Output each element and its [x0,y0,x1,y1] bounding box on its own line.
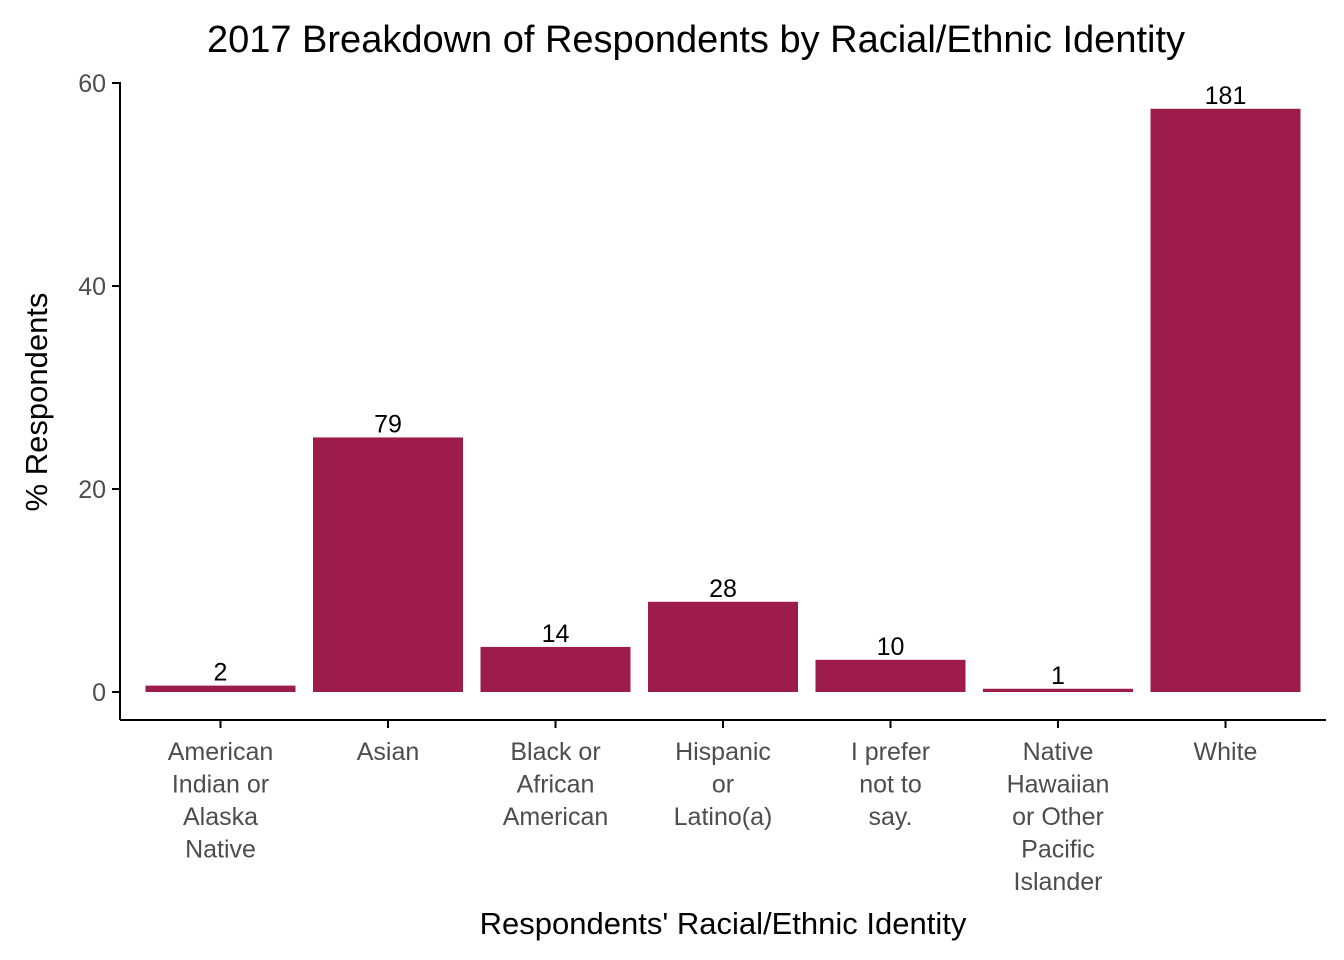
x-axis-title: Respondents' Racial/Ethnic Identity [480,906,967,941]
x-tick-label: Black or African American [503,738,609,831]
x-tick-label-line: Hispanic [675,738,771,766]
y-tick-label: 60 [78,70,106,98]
x-tick-label: White [1194,738,1258,766]
x-tick-label-line: or [712,771,734,799]
bar [480,646,631,692]
x-tick-label-line: not to [859,771,922,799]
x-tick-label: Asian [357,738,420,766]
bar [145,685,296,692]
bar [1150,108,1301,692]
x-tick-label-line: African [517,771,595,799]
x-tick-label-line: American [503,803,609,831]
bars: 2 79 14 28 10 1 181 [145,82,1301,692]
bar [815,659,966,692]
y-tick-label: 20 [78,476,106,504]
x-tick-label-line: Black or [510,738,600,766]
x-tick-label: American Indian or Alaska Native [168,738,274,864]
y-tick-label: 40 [78,273,106,301]
bar-data-label: 181 [1205,82,1247,110]
x-tick-label-line: Indian or [172,771,269,799]
x-tick-label-line: Native [1023,738,1094,766]
bar-data-label: 28 [709,575,737,603]
x-tick-label-line: Islander [1014,868,1103,896]
bar-data-label: 2 [214,659,228,687]
bar-data-label: 1 [1051,662,1065,690]
x-tick-label-line: or Other [1012,803,1104,831]
x-tick-label-line: say. [869,803,913,831]
y-axis: 0 20 40 60 [78,70,120,707]
x-tick-label-line: Alaska [183,803,258,831]
x-tick-label-line: American [168,738,274,766]
x-tick-label: I prefer not to say. [851,738,930,831]
x-tick-label-line: Latino(a) [674,803,773,831]
x-tick-label-line: White [1194,738,1258,766]
y-tick-label: 0 [92,679,106,707]
bar [648,601,798,692]
x-tick-label-line: I prefer [851,738,930,766]
bar [983,688,1133,692]
x-tick-label-line: Pacific [1021,836,1095,864]
chart-title: 2017 Breakdown of Respondents by Racial/… [207,19,1185,61]
x-tick-label-line: Hawaiian [1007,771,1110,799]
x-tick-label-line: Native [185,836,256,864]
bar [313,437,463,692]
bar-data-label: 10 [877,633,905,661]
x-tick-label: Hispanic or Latino(a) [674,738,773,831]
x-tick-label-line: Asian [357,738,420,766]
x-tick-label: Native Hawaiian or Other Pacific Islander [1007,738,1110,896]
bar-data-label: 79 [374,410,402,438]
bar-data-label: 14 [542,620,570,648]
x-axis: American Indian or Alaska Native Asian Black … [168,720,1258,896]
y-axis-title: % Respondents [19,293,54,512]
